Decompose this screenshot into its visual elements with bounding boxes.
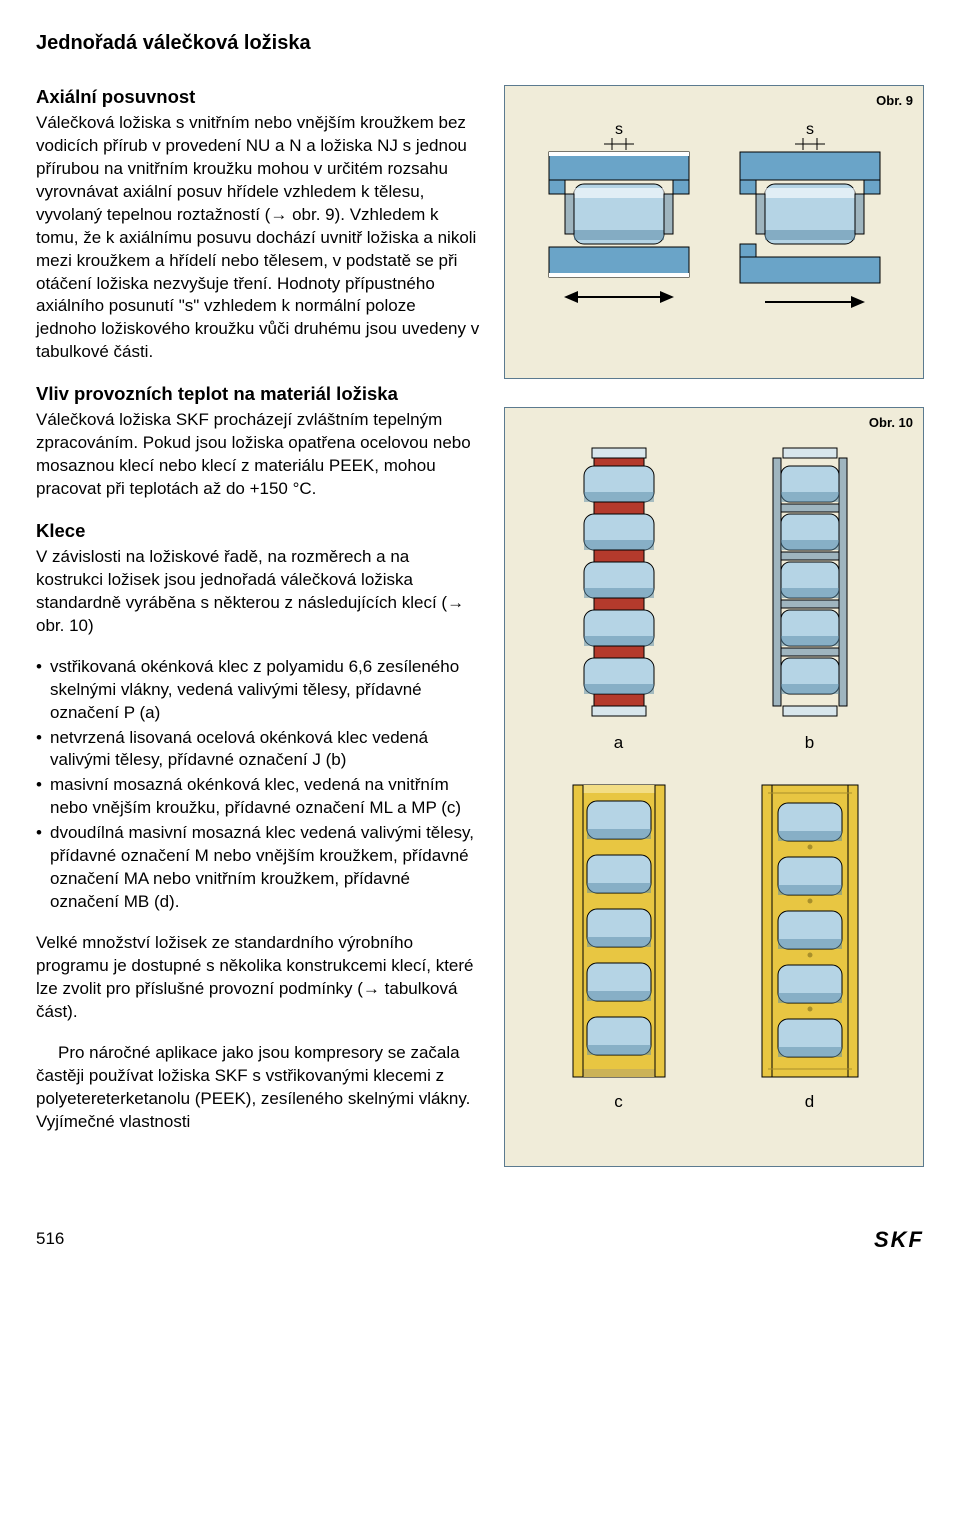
section3-intro: V závislosti na ložiskové řadě, na rozmě… bbox=[36, 546, 480, 638]
skf-logo: SKF bbox=[874, 1225, 924, 1255]
cage-a bbox=[564, 442, 674, 722]
fig9-left-svg: s bbox=[534, 122, 704, 352]
section3-outro1: Velké množství ložisek ze standardního v… bbox=[36, 932, 480, 1024]
section2-title: Vliv provozních teplot na materiál ložis… bbox=[36, 382, 480, 407]
fig9-caption: Obr. 9 bbox=[876, 92, 913, 110]
right-column: Obr. 9 s bbox=[504, 85, 924, 1195]
cage-d bbox=[750, 781, 870, 1081]
roller-icon bbox=[574, 184, 664, 244]
s-label: s bbox=[806, 122, 814, 138]
section3-outro2: Pro náročné aplikace jako jsou kompresor… bbox=[36, 1042, 480, 1134]
top-two-col: Axiální posuvnost Válečková ložiska s vn… bbox=[36, 85, 924, 1195]
page-title: Jednořadá válečková ložiska bbox=[36, 30, 924, 57]
figure-10: Obr. 10 bbox=[504, 407, 924, 1167]
bullet-item: vstřikovaná okénková klec z polyamidu 6,… bbox=[36, 656, 480, 725]
section2-text: Válečková ložiska SKF procházejí zvláštn… bbox=[36, 409, 480, 501]
section1-text: Válečková ložiska s vnitřním nebo vnější… bbox=[36, 112, 480, 364]
bullet-item: masivní mosazná okénková klec, vedená na… bbox=[36, 774, 480, 820]
fig10-label-b: b bbox=[750, 732, 870, 755]
figure-9: Obr. 9 s bbox=[504, 85, 924, 379]
cage-c bbox=[559, 781, 679, 1081]
s-label: s bbox=[615, 122, 623, 138]
fig9-right-svg: s bbox=[725, 122, 895, 352]
page-number: 516 bbox=[36, 1228, 64, 1251]
fig10-label-a: a bbox=[559, 732, 679, 755]
left-column: Axiální posuvnost Válečková ložiska s vn… bbox=[36, 85, 480, 1195]
page-footer: 516 SKF bbox=[36, 1225, 924, 1255]
bullet-item: dvoudílná masivní mosazná klec vedená va… bbox=[36, 822, 480, 914]
bullet-list: vstřikovaná okénková klec z polyamidu 6,… bbox=[36, 656, 480, 914]
fig10-label-d: d bbox=[750, 1091, 870, 1114]
section1-title: Axiální posuvnost bbox=[36, 85, 480, 110]
cage-b bbox=[755, 442, 865, 722]
fig10-label-c: c bbox=[559, 1091, 679, 1114]
bullet-item: netvrzená lisovaná ocelová okénková klec… bbox=[36, 727, 480, 773]
section3-title: Klece bbox=[36, 519, 480, 544]
fig10-caption: Obr. 10 bbox=[869, 414, 913, 432]
